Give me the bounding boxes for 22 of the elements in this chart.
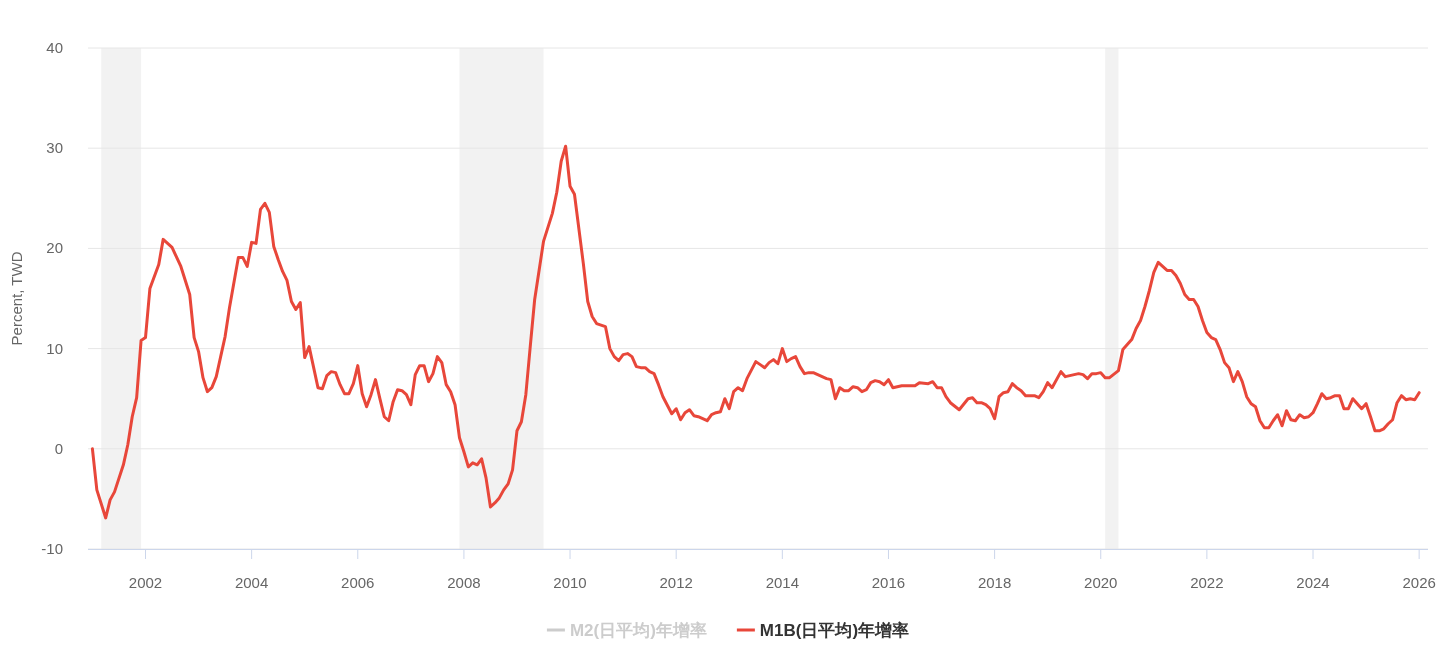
x-tick-label: 2010 <box>553 574 587 591</box>
legend-label: M1B(日平均)年增率 <box>759 621 910 640</box>
x-tick-label: 2002 <box>128 574 163 591</box>
x-tick-label: 2006 <box>341 574 375 591</box>
x-tick-label: 2020 <box>1084 574 1118 591</box>
x-tick-label: 2004 <box>234 574 269 591</box>
line-series <box>90 144 1421 520</box>
x-tick-label: 2012 <box>659 574 693 591</box>
x-tick-label: 2024 <box>1296 574 1330 591</box>
y-axis-title: Percent, TWD <box>8 251 25 346</box>
y-tick-label: 40 <box>46 39 63 56</box>
y-tick-label: 0 <box>54 439 63 457</box>
y-tick-label: 30 <box>46 139 63 157</box>
x-tick-label: 2014 <box>765 574 800 591</box>
y-tick-label: 10 <box>46 339 63 357</box>
y-tick-label: 20 <box>46 239 63 257</box>
x-tick-label: 2016 <box>871 574 906 591</box>
x-tick-label: 2018 <box>977 574 1012 591</box>
x-tick-label: 2026 <box>1402 574 1436 591</box>
y-tick-label: -10 <box>41 540 63 557</box>
x-tick-label: 2008 <box>447 574 481 591</box>
x-tick-label: 2022 <box>1190 574 1224 591</box>
